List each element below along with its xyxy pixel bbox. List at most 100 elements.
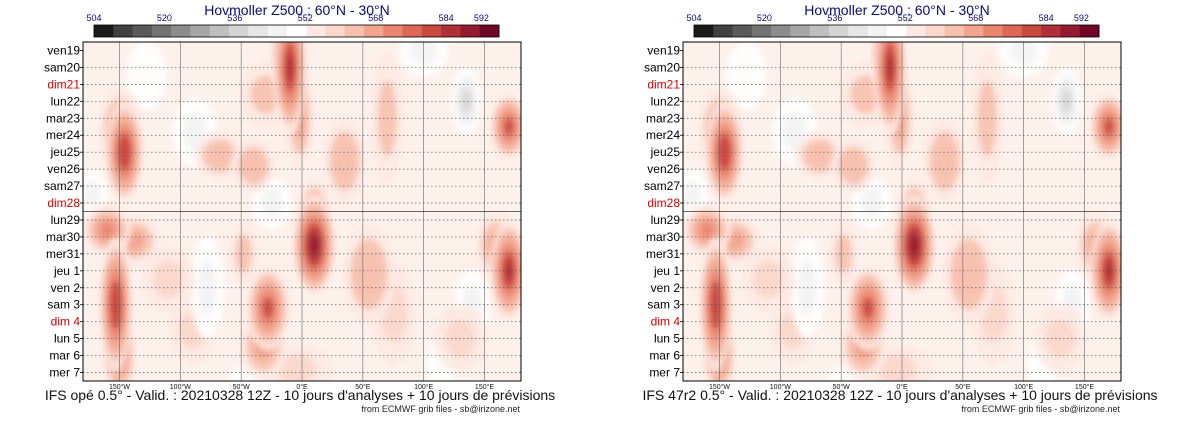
colorbar-tick-label: 568: [968, 13, 983, 23]
chart-title: Hovmoller Z500 : 60°N - 30°N: [204, 2, 390, 18]
y-tick-label: mer24: [46, 128, 80, 142]
x-tick-label: 150°W: [109, 383, 130, 391]
anomaly-blob: [1089, 92, 1121, 161]
y-tick-label: ven26: [647, 162, 680, 176]
contour-level: [726, 42, 766, 110]
anomaly-blob: [1051, 67, 1081, 136]
colorbar-swatch: [229, 25, 249, 37]
contour-level: [275, 354, 317, 381]
colorbar-swatch: [771, 25, 791, 37]
y-tick-label: jeu 1: [53, 264, 80, 278]
anomaly-blob: [846, 265, 890, 351]
contour-level: [753, 260, 784, 299]
chart-footer: IFS 47r2 0.5° - Valid. : 20210328 12Z - …: [642, 387, 1158, 403]
y-tick-label: ven 2: [651, 281, 681, 295]
y-tick-label: mar23: [46, 111, 80, 125]
colorbar-tick-label: 536: [227, 13, 242, 23]
colorbar-tick-label: 568: [368, 13, 383, 23]
x-tick-label: 100°E: [414, 383, 433, 391]
colorbar-swatch: [190, 25, 211, 37]
anomaly-blob: [794, 131, 844, 180]
colorbar-swatch: [402, 25, 423, 37]
colorbar-swatch: [713, 25, 733, 37]
colorbar-swatch: [983, 25, 1003, 37]
colorbar: 504 520 536 552 568 584 592: [686, 13, 1100, 38]
colorbar-tick-label: 504: [686, 13, 701, 23]
x-tick-label: 0°E: [296, 383, 308, 391]
contour-level: [935, 143, 954, 178]
colorbar-swatch: [132, 25, 153, 37]
y-tick-label: lun29: [651, 213, 681, 227]
y-tick-label: sam 3: [47, 298, 80, 312]
contour-level: [286, 53, 294, 82]
contour-level: [910, 236, 919, 255]
colorbar-swatch: [809, 25, 830, 37]
y-tick-label: dim 4: [51, 315, 81, 329]
x-tick-label: 150°E: [1075, 383, 1094, 391]
colorbar-swatch: [248, 25, 268, 37]
y-tick-label: ven 2: [51, 281, 81, 295]
y-tick-label: dim28: [47, 196, 80, 210]
colorbar-tick-label: 520: [157, 13, 172, 23]
contour-level: [335, 143, 354, 178]
anomaly-blob: [922, 118, 967, 204]
x-axis: 150°W 100°W 50°W 0°E 50°E 100°E 150°E: [709, 383, 1094, 391]
source-credit: from ECMWF grib files - sb@irizone.net: [961, 404, 1120, 414]
x-axis: 150°W 100°W 50°W 0°E 50°E 100°E 150°E: [109, 383, 494, 391]
contour-level: [262, 297, 274, 319]
colorbar-swatch: [325, 25, 346, 37]
y-tick-label: jeu25: [650, 145, 681, 159]
contour-level: [209, 146, 229, 165]
x-tick-label: 50°E: [355, 383, 371, 391]
colorbar-tick-label: 584: [1039, 13, 1054, 23]
colorbar-swatch: [383, 25, 403, 37]
colorbar-tick-label: 552: [298, 13, 313, 23]
colorbar-frame: [693, 24, 1100, 38]
y-tick-label: ven26: [47, 162, 80, 176]
colorbar-swatch: [944, 25, 965, 37]
y-tick-label: mar 6: [49, 349, 80, 363]
colorbar-tick-label: 504: [86, 13, 101, 23]
plot-frame: [682, 41, 1122, 382]
anomaly-blob: [342, 223, 396, 326]
colorbar-swatch: [1060, 25, 1081, 37]
y-tick-label: mar30: [46, 230, 80, 244]
y-tick-label: mar23: [646, 111, 680, 125]
colorbar-swatch: [829, 25, 849, 37]
colorbar-swatch: [209, 25, 230, 37]
colorbar: 504 520 536 552 568 584 592: [86, 13, 500, 38]
colorbar-swatch: [964, 25, 984, 37]
hovmoller-panel-ifs-ope: Hovmoller Z500 : 60°N - 30°N 504 520 536 552…: [44, 2, 556, 414]
y-tick-label: mar30: [646, 230, 680, 244]
contour-level: [684, 180, 701, 209]
y-tick-label: mer31: [646, 247, 680, 261]
plot-frame: [82, 41, 522, 382]
anomaly-blob: [322, 118, 367, 204]
y-tick-label: dim28: [647, 196, 680, 210]
colorbar-swatch: [1041, 25, 1061, 37]
chart-footer: IFS opé 0.5° - Valid. : 20210328 12Z - 1…: [44, 387, 556, 403]
colorbar-swatch: [344, 25, 365, 37]
colorbar-swatch: [732, 25, 753, 37]
y-tick-label: mer 7: [49, 366, 80, 380]
y-tick-label: jeu25: [50, 145, 81, 159]
y-tick-label: sam20: [644, 60, 680, 74]
contour-level: [461, 91, 471, 112]
contour-level: [99, 222, 115, 238]
anomaly-blob: [126, 42, 166, 110]
hovmoller-chart: Hovmoller Z500 : 60°N - 30°N 504 520 536 552…: [644, 2, 1122, 391]
y-tick-label: lun22: [651, 94, 681, 108]
contour-level: [1061, 91, 1071, 112]
colorbar-swatch: [113, 25, 133, 37]
colorbar-swatch: [151, 25, 172, 37]
colorbar-tick-label: 592: [474, 13, 489, 23]
anomaly-blob: [741, 245, 795, 314]
x-tick-label: 100°E: [1014, 383, 1033, 391]
colorbar-swatch: [364, 25, 384, 37]
y-tick-label: dim 4: [651, 315, 681, 329]
colorbar-swatch: [886, 25, 907, 37]
anomaly-blob: [141, 245, 195, 314]
chart-title: Hovmoller Z500 : 60°N - 30°N: [804, 2, 990, 18]
x-tick-label: 100°W: [170, 383, 191, 391]
colorbar-swatch: [479, 25, 500, 37]
